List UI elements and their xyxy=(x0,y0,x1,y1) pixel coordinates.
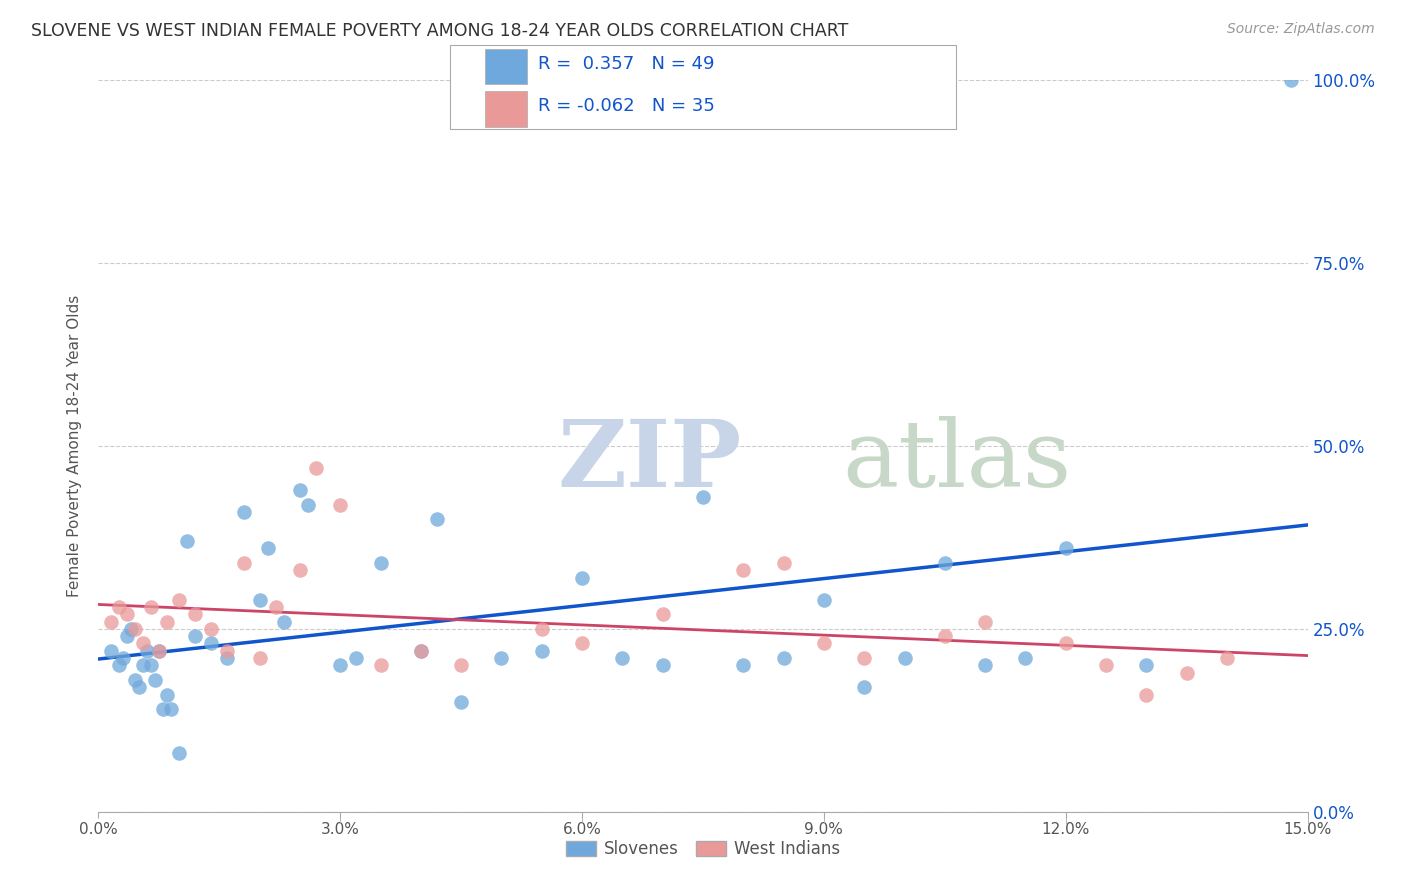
Point xyxy=(200,622,222,636)
Point xyxy=(426,512,449,526)
Point xyxy=(107,599,129,614)
Point xyxy=(143,673,166,687)
Point xyxy=(184,629,207,643)
Text: Source: ZipAtlas.com: Source: ZipAtlas.com xyxy=(1227,22,1375,37)
Point xyxy=(176,534,198,549)
Point xyxy=(120,622,142,636)
Point xyxy=(107,658,129,673)
Point xyxy=(305,461,328,475)
Point xyxy=(1014,651,1036,665)
Point xyxy=(530,644,553,658)
Point xyxy=(139,658,162,673)
Text: ZIP: ZIP xyxy=(558,416,742,506)
Point xyxy=(148,644,170,658)
Point xyxy=(1095,658,1118,673)
Point xyxy=(772,556,794,570)
Point xyxy=(813,592,835,607)
Point xyxy=(232,556,254,570)
Point xyxy=(370,556,392,570)
Y-axis label: Female Poverty Among 18-24 Year Olds: Female Poverty Among 18-24 Year Olds xyxy=(67,295,83,597)
Point xyxy=(217,651,239,665)
Point xyxy=(152,702,174,716)
Point xyxy=(571,571,593,585)
Point xyxy=(297,498,319,512)
Point xyxy=(733,658,755,673)
Point xyxy=(344,651,367,665)
Point xyxy=(264,599,287,614)
Point xyxy=(135,644,157,658)
Point xyxy=(1054,541,1077,556)
Point xyxy=(409,644,432,658)
Point xyxy=(651,658,673,673)
Point xyxy=(651,607,673,622)
Point xyxy=(148,644,170,658)
Point xyxy=(115,607,138,622)
Legend: Slovenes, West Indians: Slovenes, West Indians xyxy=(565,840,841,858)
Point xyxy=(100,644,122,658)
Point xyxy=(160,702,183,716)
Point xyxy=(1216,651,1239,665)
Point xyxy=(813,636,835,650)
Point xyxy=(1054,636,1077,650)
Point xyxy=(249,651,271,665)
Point xyxy=(329,498,352,512)
Point xyxy=(132,658,155,673)
Point xyxy=(491,651,513,665)
Point xyxy=(156,688,179,702)
Point xyxy=(772,651,794,665)
Point xyxy=(273,615,295,629)
Point xyxy=(853,681,876,695)
Point xyxy=(733,563,755,577)
Point xyxy=(934,556,956,570)
Point xyxy=(111,651,134,665)
Point xyxy=(288,483,311,497)
Text: R = -0.062   N = 35: R = -0.062 N = 35 xyxy=(538,97,716,115)
Point xyxy=(132,636,155,650)
Point xyxy=(1175,665,1198,680)
Point xyxy=(571,636,593,650)
Text: atlas: atlas xyxy=(842,416,1071,506)
Point xyxy=(329,658,352,673)
Point xyxy=(124,673,146,687)
Point xyxy=(249,592,271,607)
Point xyxy=(167,746,190,760)
Point xyxy=(612,651,634,665)
Point xyxy=(530,622,553,636)
Point xyxy=(934,629,956,643)
Point xyxy=(256,541,278,556)
Point xyxy=(232,505,254,519)
Point xyxy=(124,622,146,636)
Point xyxy=(139,599,162,614)
Point xyxy=(1281,73,1303,87)
Point xyxy=(974,658,997,673)
Point xyxy=(893,651,915,665)
Point xyxy=(288,563,311,577)
Point xyxy=(692,490,714,504)
Point xyxy=(200,636,222,650)
Point xyxy=(128,681,150,695)
Point xyxy=(409,644,432,658)
Point xyxy=(450,658,472,673)
Point xyxy=(167,592,190,607)
Point xyxy=(450,695,472,709)
Point xyxy=(1135,688,1157,702)
Point xyxy=(115,629,138,643)
Text: R =  0.357   N = 49: R = 0.357 N = 49 xyxy=(538,55,716,73)
Point xyxy=(370,658,392,673)
Point xyxy=(156,615,179,629)
Text: SLOVENE VS WEST INDIAN FEMALE POVERTY AMONG 18-24 YEAR OLDS CORRELATION CHART: SLOVENE VS WEST INDIAN FEMALE POVERTY AM… xyxy=(31,22,848,40)
Point xyxy=(974,615,997,629)
Point xyxy=(100,615,122,629)
Point xyxy=(217,644,239,658)
Point xyxy=(184,607,207,622)
Point xyxy=(853,651,876,665)
Point xyxy=(1135,658,1157,673)
